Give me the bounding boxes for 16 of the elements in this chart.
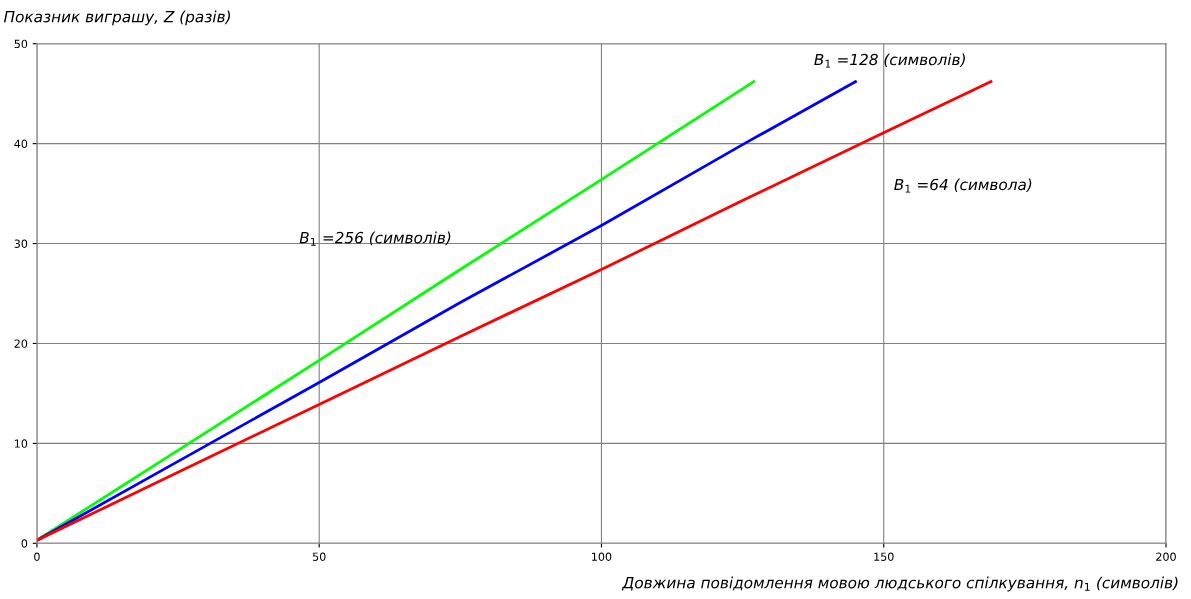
y-tick-label: 30 [14, 239, 28, 248]
y-tick-label: 40 [14, 139, 28, 149]
y-tick-label: 50 [14, 39, 28, 49]
x-tick-label: 150 [874, 552, 894, 561]
x-tick-label: 50 [312, 552, 326, 561]
x-axis-title: Довжина повідомлення мовою людського спілкування, n$_{1}$ (символів) [621, 576, 1178, 592]
text: B$_{1}$ =128 (символів) [814, 53, 965, 68]
y-axis-title: Показник виграшу, Z (разів) [3, 10, 230, 26]
y-tick-label: 20 [14, 339, 28, 348]
text: B$_{1}$ =64 (символа) [894, 178, 1032, 193]
y-tick-label: 10 [14, 439, 28, 448]
series-label: B$_{1}$ =256 (символів) [299, 231, 451, 246]
x-tick-label: 200 [1156, 552, 1176, 561]
x-tick-label: 0 [34, 552, 40, 561]
x-tick-label: 100 [592, 552, 612, 561]
y-tick-label: 0 [21, 539, 28, 548]
